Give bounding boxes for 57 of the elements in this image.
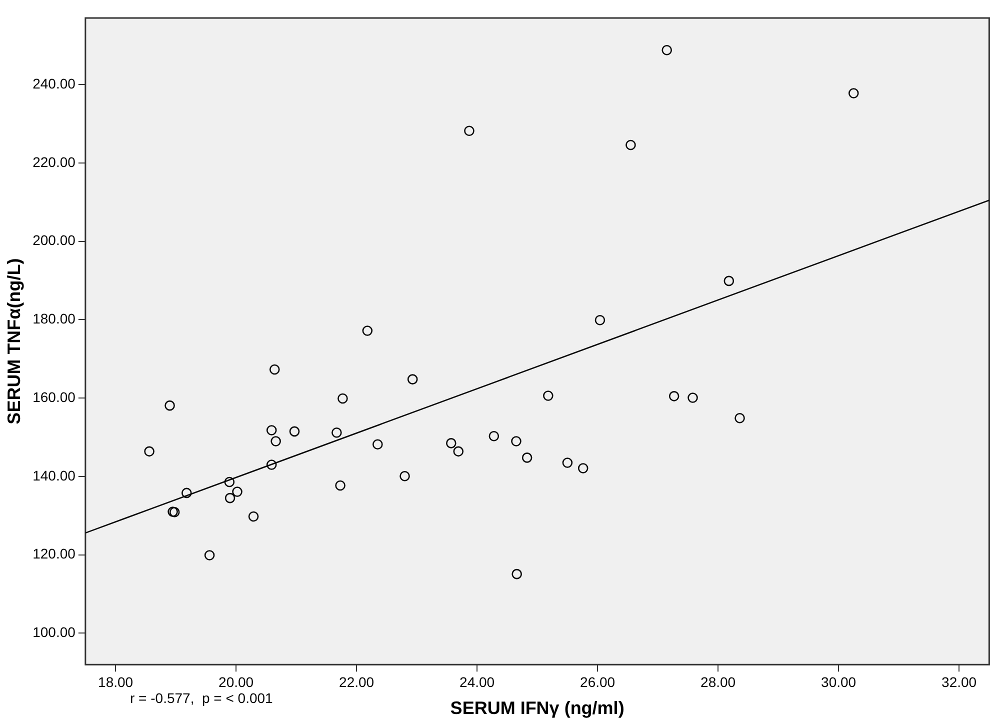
point bbox=[543, 390, 554, 401]
x-tick-label: 24.00 bbox=[460, 674, 495, 690]
point bbox=[522, 452, 532, 463]
point bbox=[164, 400, 175, 411]
point bbox=[335, 480, 346, 491]
point bbox=[338, 393, 348, 404]
point bbox=[372, 439, 383, 450]
x-tick-label: 18.00 bbox=[98, 674, 134, 690]
x-tick-label: 20.00 bbox=[218, 674, 254, 690]
x-tick-label: 30.00 bbox=[821, 674, 856, 690]
point bbox=[400, 470, 410, 482]
point bbox=[734, 412, 745, 424]
point bbox=[232, 486, 242, 497]
y-tick-label: 160.00 bbox=[32, 388, 76, 405]
point bbox=[511, 436, 522, 446]
point bbox=[224, 492, 236, 504]
point bbox=[446, 438, 456, 448]
y-tick-label: 180.00 bbox=[32, 310, 76, 327]
point bbox=[562, 458, 573, 468]
x-tick-label: 32.00 bbox=[942, 674, 977, 690]
point bbox=[269, 364, 280, 375]
y-tick-label: 140.00 bbox=[32, 467, 76, 484]
point bbox=[204, 550, 215, 560]
y-tick-label: 200.00 bbox=[32, 232, 76, 248]
point bbox=[289, 426, 300, 437]
point bbox=[488, 430, 500, 442]
x-tick-label: 26.00 bbox=[580, 674, 616, 690]
point bbox=[724, 276, 734, 286]
point bbox=[848, 88, 859, 98]
point bbox=[512, 568, 522, 580]
y-tick-label: 100.00 bbox=[32, 624, 76, 640]
x-tick-label: 28.00 bbox=[700, 674, 736, 690]
point bbox=[181, 488, 192, 498]
x-tick-label: 22.00 bbox=[339, 674, 374, 690]
point bbox=[362, 326, 373, 336]
point bbox=[453, 446, 464, 457]
x-axis-title: SERUM IFNγ (ng/ml) bbox=[450, 698, 624, 718]
point bbox=[270, 436, 281, 446]
point bbox=[578, 463, 588, 474]
point bbox=[248, 511, 259, 522]
point bbox=[464, 126, 474, 136]
point bbox=[224, 476, 235, 488]
y-tick-label: 240.00 bbox=[32, 75, 76, 92]
point bbox=[332, 427, 342, 438]
y-tick-label: 120.00 bbox=[32, 546, 76, 562]
y-tick-label: 220.00 bbox=[32, 154, 76, 170]
text: r = -0.577, p = < 0.001 bbox=[130, 690, 273, 706]
point bbox=[407, 374, 418, 384]
y-axis-title: SERUM TNFα(ng/L) bbox=[4, 258, 24, 424]
point bbox=[594, 314, 606, 326]
point bbox=[662, 44, 672, 56]
point bbox=[266, 460, 277, 470]
point bbox=[668, 391, 680, 402]
point bbox=[688, 392, 698, 403]
point bbox=[144, 446, 154, 457]
point bbox=[266, 425, 277, 436]
point bbox=[626, 140, 636, 150]
